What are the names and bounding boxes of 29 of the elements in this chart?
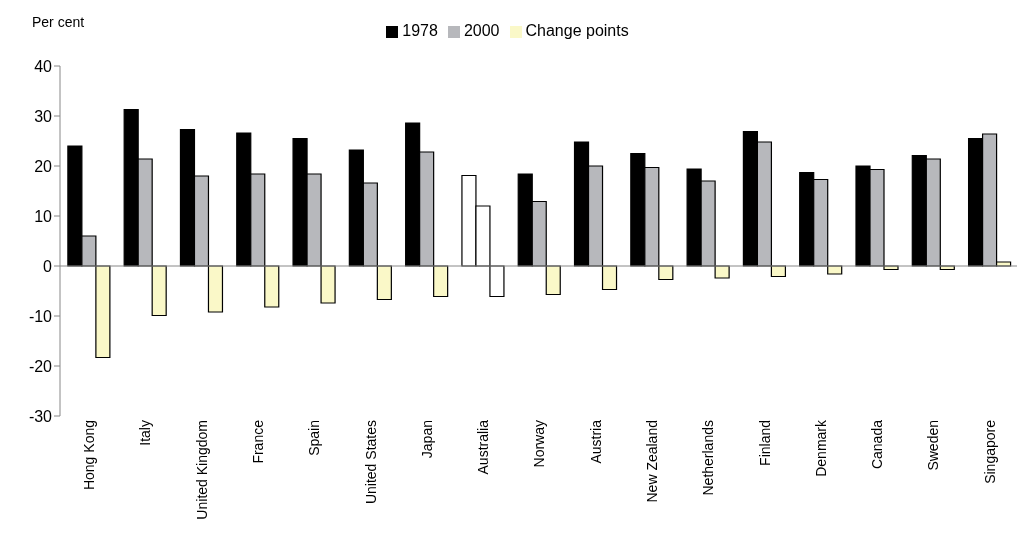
- x-tick-label: Italy: [137, 420, 154, 446]
- x-tick-label: New Zealand: [644, 420, 661, 503]
- y-tick-label: 20: [34, 157, 53, 175]
- legend-label: 2000: [463, 22, 500, 39]
- y-tick-label: 30: [34, 107, 53, 125]
- y-tick-label: 40: [34, 57, 53, 75]
- legend-label: Change points: [525, 22, 629, 39]
- x-tick-label: Austria: [587, 419, 604, 464]
- y-tick-label: 0: [43, 257, 53, 275]
- legend-label: 1978: [402, 22, 438, 39]
- y-tick-label: -30: [28, 407, 53, 425]
- x-tick-label: Norway: [531, 420, 548, 468]
- x-tick-label: Hong Kong: [81, 420, 98, 491]
- y-tick-label: 10: [34, 207, 53, 225]
- x-tick-label: Singapore: [981, 419, 998, 484]
- y-tick-label: -20: [28, 357, 53, 375]
- x-tick-label: United Kingdom: [193, 420, 210, 520]
- x-tick-label: Spain: [306, 420, 323, 456]
- x-tick-label: France: [249, 419, 266, 464]
- x-tick-label: Finland: [756, 420, 773, 466]
- y-axis-title: Per cent: [32, 14, 85, 30]
- x-tick-label: Japan: [418, 420, 435, 459]
- x-tick-label: Netherlands: [700, 420, 717, 496]
- y-tick-label: -10: [28, 307, 53, 325]
- x-tick-label: United States: [362, 420, 379, 505]
- x-tick-label: Canada: [869, 419, 886, 470]
- x-tick-label: Sweden: [925, 420, 942, 471]
- x-tick-label: Australia: [475, 419, 492, 475]
- x-tick-label: Denmark: [812, 419, 829, 477]
